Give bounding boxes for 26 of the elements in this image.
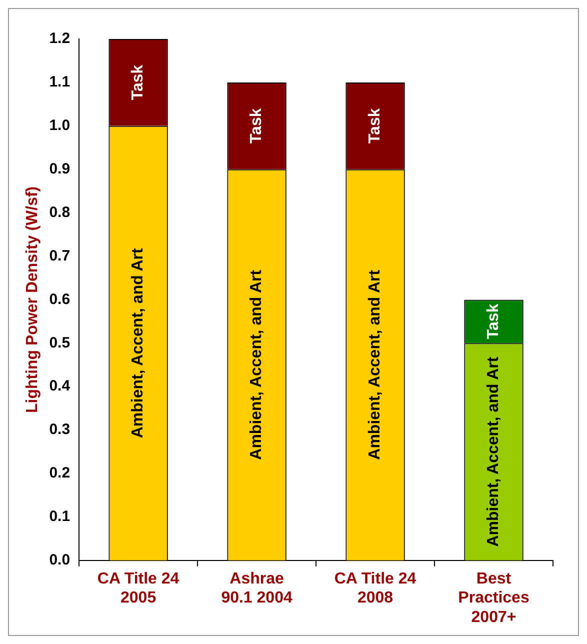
series-label: Task bbox=[485, 304, 502, 340]
y-tick-label: 0.7 bbox=[49, 247, 70, 264]
y-tick-label: 0.3 bbox=[49, 421, 70, 438]
y-tick-label: 0.9 bbox=[49, 160, 70, 178]
y-tick-label: 0.6 bbox=[49, 290, 70, 308]
text: Task bbox=[130, 64, 147, 100]
text: Task bbox=[366, 108, 384, 144]
text: Ambient, Accent, and Art bbox=[366, 270, 384, 460]
text: Ambient, Accent, and Art bbox=[248, 270, 266, 460]
y-tick-label: 0.5 bbox=[49, 334, 70, 352]
y-tick-label: 0.1 bbox=[49, 508, 70, 526]
y-tick-label: 1.1 bbox=[49, 74, 70, 91]
x-tick-label: Ashrae 90.1 2004 bbox=[221, 570, 292, 607]
y-tick-label: 1.0 bbox=[49, 117, 70, 134]
x-tick-label: CA Title 24 2008 bbox=[334, 570, 416, 607]
y-tick-label: 1.2 bbox=[49, 30, 70, 48]
y-tick-label: 0.8 bbox=[49, 204, 70, 221]
text: Ambient, Accent, and Art bbox=[130, 248, 147, 438]
series-label: Ambient, Accent, and Art bbox=[485, 356, 502, 547]
text: Task bbox=[248, 108, 266, 144]
x-tick-label: CA Title 24 2005 bbox=[97, 570, 180, 607]
y-axis-title: Lighting Power Density (W/sf) bbox=[24, 186, 42, 414]
y-tick-label: 0.4 bbox=[49, 378, 71, 395]
y-tick-label: 0.2 bbox=[49, 464, 70, 482]
y-tick-label: 0.0 bbox=[49, 552, 70, 569]
x-tick-label: Best Practices 2007+ bbox=[458, 570, 530, 626]
